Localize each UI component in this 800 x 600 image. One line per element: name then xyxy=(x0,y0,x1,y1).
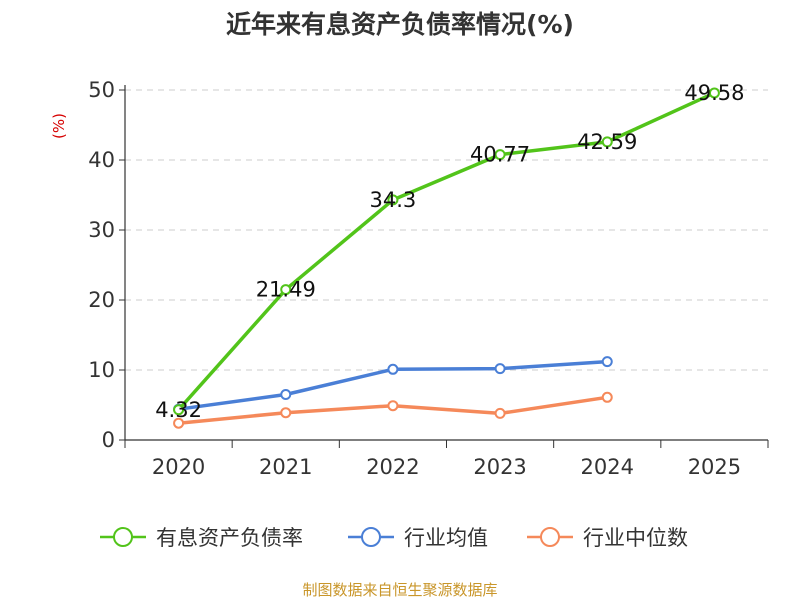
x-tick-label: 2025 xyxy=(688,455,741,479)
y-tick-label: 30 xyxy=(88,218,115,242)
y-tick-label: 50 xyxy=(88,78,115,102)
series-group xyxy=(173,87,720,429)
y-tick-label: 40 xyxy=(88,148,115,172)
data-point xyxy=(494,407,506,419)
data-point xyxy=(280,407,292,419)
legend-item[interactable]: 行业中位数 xyxy=(527,526,688,550)
data-point xyxy=(494,363,506,375)
legend-label: 有息资产负债率 xyxy=(156,526,303,550)
data-point xyxy=(708,87,720,99)
axes: 0 10 20 30 40 50 2020 2021 2022 2023 2024 2025 xyxy=(88,78,769,479)
data-point xyxy=(387,194,399,206)
grid-lines xyxy=(125,89,768,371)
chart-title: 近年来有息资产负债率情况(%) xyxy=(226,10,574,39)
legend-item[interactable]: 行业均值 xyxy=(348,526,488,550)
x-tick-label: 2023 xyxy=(473,455,526,479)
data-label: 21.49 xyxy=(256,278,316,302)
data-point xyxy=(494,149,506,161)
legend-swatch-marker xyxy=(113,527,133,547)
data-label: 34.3 xyxy=(370,188,417,212)
y-axis-unit: (%) xyxy=(50,113,68,139)
data-point xyxy=(387,363,399,375)
data-label: 40.77 xyxy=(470,143,530,167)
data-point xyxy=(387,400,399,412)
data-labels: 4.32 21.49 34.3 40.77 42.59 49.58 xyxy=(155,81,744,422)
y-tick-label: 10 xyxy=(88,358,115,382)
source-note: 制图数据来自恒生聚源数据库 xyxy=(302,581,497,599)
series-line xyxy=(176,91,717,412)
data-point xyxy=(601,136,613,148)
legend-label: 行业中位数 xyxy=(583,526,688,550)
x-tick-label: 2024 xyxy=(581,455,634,479)
x-tick-label: 2020 xyxy=(152,455,205,479)
data-label: 4.32 xyxy=(155,398,202,422)
data-point xyxy=(601,356,613,368)
legend[interactable]: 有息资产负债率 行业均值 行业中位数 xyxy=(100,526,688,550)
x-tick-label: 2022 xyxy=(366,455,419,479)
data-label: 42.59 xyxy=(577,130,637,154)
data-label: 49.58 xyxy=(684,81,744,105)
y-tick-label: 20 xyxy=(88,288,115,312)
data-point xyxy=(280,389,292,400)
data-point xyxy=(280,284,292,296)
data-point xyxy=(601,391,613,403)
legend-swatch-marker xyxy=(361,527,381,547)
data-point xyxy=(173,404,185,416)
y-tick-label: 0 xyxy=(102,428,115,452)
legend-swatch-marker xyxy=(540,527,560,547)
legend-label: 行业均值 xyxy=(404,526,488,550)
legend-item[interactable]: 有息资产负债率 xyxy=(100,526,303,550)
data-point xyxy=(173,417,185,429)
x-tick-label: 2021 xyxy=(259,455,312,479)
